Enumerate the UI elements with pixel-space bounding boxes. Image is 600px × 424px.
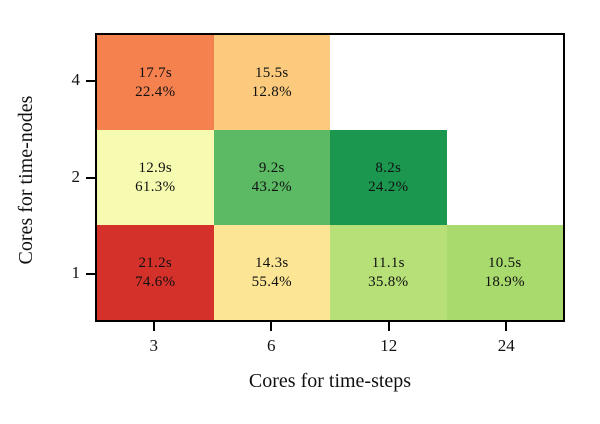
cell-efficiency: 12.8% <box>251 83 292 100</box>
x-tick <box>270 322 273 331</box>
cell-efficiency: 74.6% <box>135 273 176 290</box>
x-axis-label: Cores for time-steps <box>248 370 412 392</box>
y-tick-label: 2 <box>71 166 81 186</box>
cell-time: 15.5s <box>254 65 289 82</box>
cell-time: 8.2s <box>375 160 402 177</box>
heatmap-cell-2-12: 8.2s 24.2% <box>330 130 447 225</box>
cell-time: 21.2s <box>138 255 173 272</box>
cell-time: 12.9s <box>138 160 173 177</box>
x-tick-label: 12 <box>380 336 398 355</box>
y-tick <box>86 80 95 83</box>
heatmap-cell-4-6: 15.5s 12.8% <box>213 35 330 130</box>
cell-time: 17.7s <box>138 65 173 82</box>
heatmap-cell-2-6: 9.2s 43.2% <box>213 130 330 225</box>
x-tick <box>387 322 390 331</box>
cell-efficiency: 24.2% <box>368 178 409 195</box>
y-tick <box>86 272 95 275</box>
cell-efficiency: 35.8% <box>368 273 409 290</box>
cell-time: 9.2s <box>258 160 285 177</box>
cell-time: 14.3s <box>254 255 289 272</box>
cell-time: 11.1s <box>371 255 405 272</box>
plot-area: 17.7s 22.4% 15.5s 12.8% 12.9s 61.3% 9.2s… <box>95 33 565 322</box>
y-tick <box>86 176 95 179</box>
heatmap-cell-1-24: 10.5s 18.9% <box>446 225 563 320</box>
cell-time: 10.5s <box>487 255 522 272</box>
cell-efficiency: 43.2% <box>251 178 292 195</box>
cell-efficiency: 18.9% <box>484 273 525 290</box>
x-tick <box>505 322 508 331</box>
x-tick <box>152 322 155 331</box>
y-axis-label: Cores for time-nodes <box>15 95 37 265</box>
cell-efficiency: 61.3% <box>135 178 176 195</box>
heatmap-cell-1-3: 21.2s 74.6% <box>97 225 214 320</box>
y-tick-label: 1 <box>71 262 81 282</box>
x-tick-label: 6 <box>267 336 276 355</box>
x-tick-label: 3 <box>149 336 159 355</box>
y-tick-label: 4 <box>71 70 81 90</box>
heatmap-cell-4-3: 17.7s 22.4% <box>97 35 214 130</box>
x-tick-label: 24 <box>497 336 515 355</box>
heatmap-cell-1-6: 14.3s 55.4% <box>213 225 330 320</box>
heatmap-cell-2-3: 12.9s 61.3% <box>97 130 214 225</box>
cell-efficiency: 55.4% <box>251 273 292 290</box>
heatmap-cell-1-12: 11.1s 35.8% <box>330 225 447 320</box>
cell-efficiency: 22.4% <box>135 83 176 100</box>
